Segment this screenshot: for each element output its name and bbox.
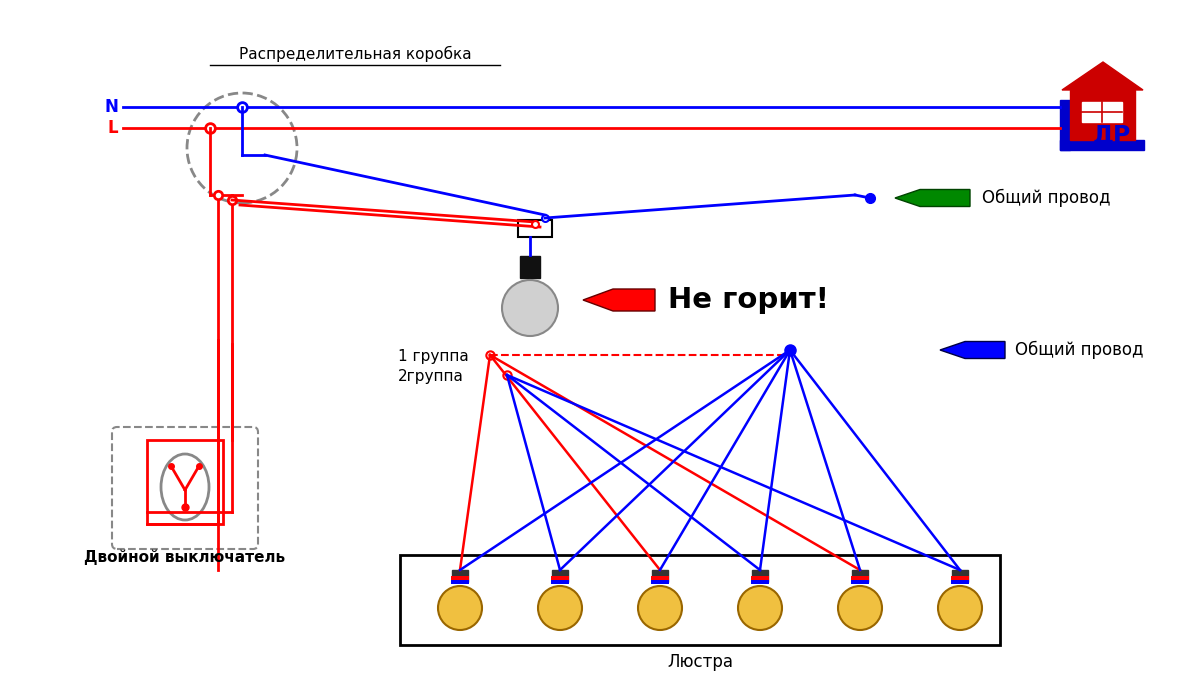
Bar [1082,102,1122,122]
Bar [1070,90,1135,140]
Bar [551,580,569,584]
Bar [952,570,968,582]
Bar [148,440,223,524]
Bar [400,555,1000,645]
Bar [452,570,468,582]
Circle shape [638,586,682,630]
Bar [650,576,670,580]
Text: Общий провод: Общий провод [1015,341,1144,359]
Bar [752,570,768,582]
Bar [1060,140,1144,150]
Circle shape [438,586,482,630]
Bar [751,576,769,580]
FancyArrow shape [895,190,970,207]
Bar [551,576,569,580]
Bar [650,580,670,584]
Bar [520,256,540,278]
Bar [518,220,552,237]
Bar [952,580,970,584]
Text: 1 группа: 1 группа [398,350,469,365]
Text: Люстра: Люстра [667,653,733,671]
Circle shape [502,280,558,336]
Circle shape [838,586,882,630]
Text: Общий провод: Общий провод [982,189,1110,207]
Bar [451,580,469,584]
Bar [952,576,970,580]
Bar [751,580,769,584]
Polygon shape [1062,62,1142,90]
Text: 2группа: 2группа [398,369,464,383]
FancyArrow shape [940,342,1006,358]
Text: N: N [104,98,118,116]
Bar [1060,100,1070,150]
FancyArrow shape [583,289,655,311]
Bar [851,576,869,580]
Text: L: L [107,119,118,137]
Bar [851,580,869,584]
Circle shape [538,586,582,630]
Bar [552,570,568,582]
Text: Распределительная коробка: Распределительная коробка [239,46,472,62]
Text: ДР: ДР [1093,123,1132,147]
Bar [852,570,868,582]
Circle shape [938,586,982,630]
Text: Двойной выключатель: Двойной выключатель [84,549,286,565]
Text: Не горит!: Не горит! [668,286,829,314]
Circle shape [738,586,782,630]
Bar [451,576,469,580]
Bar [652,570,668,582]
